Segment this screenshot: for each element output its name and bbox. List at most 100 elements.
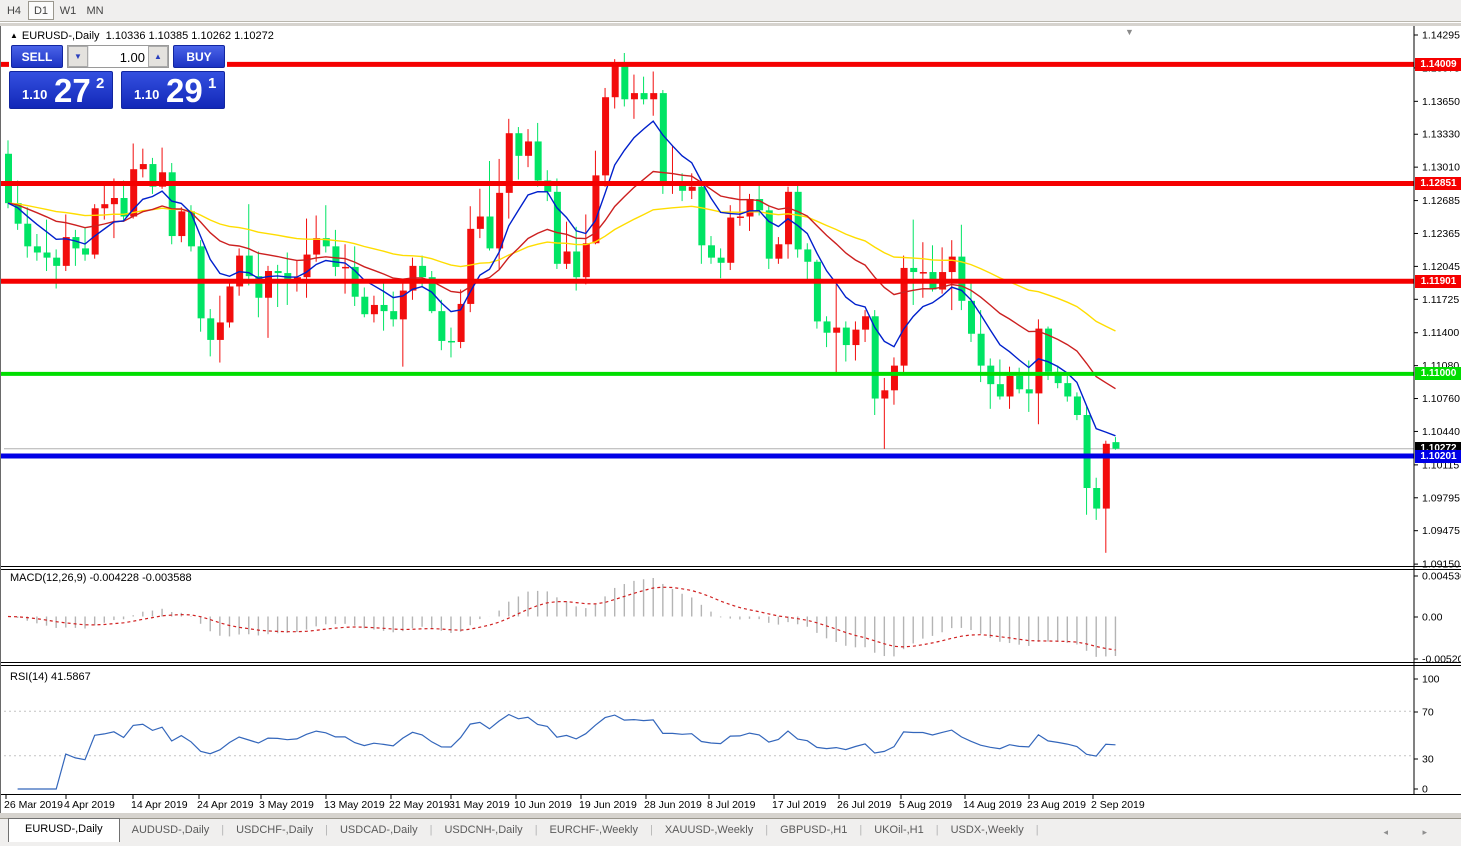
timeframe-button-mn[interactable]: MN (82, 1, 108, 20)
sell-price-display[interactable]: 1.10 27 2 (9, 71, 113, 109)
tab-separator: | (765, 824, 769, 836)
price-tick-label: 1.11400 (1422, 327, 1459, 339)
price-tick-label: 1.10760 (1422, 393, 1460, 405)
candle-body (419, 265, 427, 278)
chart-tab-usdchf[interactable]: USDCHF-,Daily (236, 824, 314, 836)
candle-body (650, 93, 658, 100)
chart-tab-eurchf[interactable]: EURCHF-,Weekly (549, 824, 638, 836)
date-label: 26 Mar 2019 (4, 799, 63, 811)
candle-body (447, 340, 455, 343)
candle-body (342, 266, 350, 269)
candle-body (881, 390, 889, 399)
chart-title: ▲ EURUSD-,Daily 1.10336 1.10385 1.10262 1… (10, 30, 274, 42)
macd-indicator-label: MACD(12,26,9) -0.004228 -0.003588 (10, 572, 192, 584)
candle-body (274, 271, 282, 274)
candle-body (727, 217, 735, 263)
tab-scroll-arrows[interactable]: ◂ ▸ (1383, 827, 1443, 837)
date-label: 23 Aug 2019 (1027, 799, 1086, 811)
chart-tab-xauusd[interactable]: XAUUSD-,Weekly (664, 824, 754, 836)
candle-body (24, 223, 32, 247)
candle-body (630, 93, 638, 100)
ma-fast-line (7, 120, 1116, 437)
ma-mid-line (7, 170, 1116, 390)
chart-tab-audusd[interactable]: AUDUSD-,Daily (131, 824, 210, 836)
date-label: 10 Jun 2019 (514, 799, 572, 811)
candle-body (236, 255, 244, 287)
candle-body (361, 296, 369, 315)
collapse-triangle-icon[interactable]: ▲ (10, 31, 18, 40)
candle-body (14, 203, 22, 224)
chart-window[interactable]: 1.142951.139751.136501.133301.130101.126… (0, 26, 1461, 813)
date-label: 8 Jul 2019 (707, 799, 756, 811)
timeframe-button-d1[interactable]: D1 (28, 1, 54, 20)
date-label: 24 Apr 2019 (197, 799, 254, 811)
date-label: 2 Sep 2019 (1091, 799, 1145, 811)
tab-separator: | (325, 824, 328, 836)
candle-body (332, 246, 340, 267)
buy-button[interactable]: BUY (173, 45, 225, 68)
window-bottom-edge (0, 813, 1461, 818)
buy-price-prefix: 1.10 (134, 87, 160, 102)
chart-tab-ukoil[interactable]: UKOil-,H1 (874, 824, 924, 836)
chart-tab-usdx[interactable]: USDX-,Weekly (950, 824, 1024, 836)
date-label: 4 Apr 2019 (64, 799, 115, 811)
volume-increase-button[interactable]: ▲ (148, 46, 168, 67)
price-tick-label: 1.13010 (1422, 162, 1460, 174)
candle-body (1035, 328, 1043, 394)
candle-body (1073, 396, 1081, 415)
price-chart-canvas[interactable]: 1.142951.139751.136501.133301.130101.126… (1, 26, 1461, 813)
candle-body (525, 141, 533, 156)
price-tick-label: 1.09150 (1422, 559, 1460, 571)
macd-signal-line (7, 586, 1116, 651)
candle-body (438, 311, 446, 341)
candle-body (226, 286, 234, 323)
candle-body (476, 216, 484, 229)
candle-body (216, 322, 224, 340)
price-tick-label: 1.14295 (1422, 30, 1460, 42)
level-price-badge: 1.11000 (1415, 367, 1461, 381)
volume-input[interactable] (89, 46, 149, 67)
candle-body (62, 237, 70, 266)
rsi-tick-label: 70 (1422, 707, 1434, 719)
buy-price-display[interactable]: 1.10 29 1 (121, 71, 225, 109)
tab-separator: | (221, 824, 225, 836)
sell-price-point: 2 (96, 75, 105, 92)
tab-separator: | (935, 824, 939, 836)
date-label: 31 May 2019 (449, 799, 510, 811)
candle-body (573, 251, 581, 278)
one-click-trading-panel: SELL ▼ ▲ BUY 1.10 27 2 1.10 29 1 (9, 45, 227, 109)
candle-body (862, 316, 870, 330)
candle-body (659, 93, 667, 184)
date-label: 3 May 2019 (259, 799, 314, 811)
buy-price-pips: 29 (166, 72, 203, 109)
candle-body (139, 164, 147, 170)
chart-shift-marker-icon[interactable]: ▼ (1125, 27, 1134, 37)
date-label: 13 May 2019 (324, 799, 385, 811)
candle-body (871, 316, 879, 399)
candle-body (130, 169, 138, 217)
volume-decrease-button[interactable]: ▼ (68, 46, 88, 67)
chart-tab-usdcnh[interactable]: USDCNH-,Daily (444, 824, 523, 836)
candle-body (707, 245, 715, 258)
candle-body (380, 304, 388, 312)
price-tick-label: 1.09475 (1422, 525, 1460, 537)
candle-body (688, 186, 696, 191)
candle-body (486, 216, 494, 249)
sell-button[interactable]: SELL (11, 45, 63, 68)
candle-body (717, 257, 725, 263)
candle-body (149, 164, 157, 187)
chart-tab-eurusd[interactable]: EURUSD-,Daily (8, 818, 120, 842)
date-label: 28 Jun 2019 (644, 799, 702, 811)
timeframe-button-h4[interactable]: H4 (1, 1, 27, 20)
chart-tab-usdcad[interactable]: USDCAD-,Daily (339, 824, 418, 836)
chart-tab-gbpusd[interactable]: GBPUSD-,H1 (780, 824, 848, 836)
chart-symbol-label: EURUSD-,Daily (21, 30, 100, 42)
price-tick-label: 1.09795 (1422, 492, 1460, 504)
candle-body (794, 191, 802, 250)
level-price-badge: 1.11901 (1415, 274, 1461, 288)
candle-body (82, 248, 90, 255)
tab-separator: | (429, 824, 433, 836)
timeframe-button-w1[interactable]: W1 (55, 1, 81, 20)
price-tick-label: 1.13650 (1422, 96, 1460, 108)
candle-body (544, 180, 552, 192)
